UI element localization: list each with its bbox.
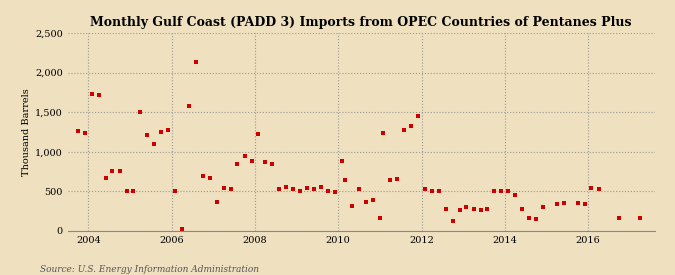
- Point: [475, 207, 486, 212]
- Point: [302, 186, 313, 190]
- Point: [517, 207, 528, 211]
- Point: [163, 127, 173, 132]
- Point: [440, 207, 451, 211]
- Point: [551, 202, 562, 206]
- Point: [315, 185, 326, 189]
- Point: [232, 162, 243, 167]
- Point: [360, 200, 371, 205]
- Point: [135, 110, 146, 114]
- Point: [454, 207, 465, 212]
- Point: [378, 131, 389, 135]
- Point: [468, 207, 479, 211]
- Point: [367, 198, 378, 202]
- Point: [461, 205, 472, 210]
- Point: [503, 188, 514, 193]
- Point: [524, 215, 535, 220]
- Point: [323, 188, 333, 193]
- Point: [385, 178, 396, 183]
- Point: [169, 188, 180, 193]
- Point: [86, 92, 97, 96]
- Point: [510, 193, 520, 197]
- Point: [288, 187, 298, 191]
- Point: [354, 187, 364, 191]
- Point: [156, 130, 167, 134]
- Point: [558, 201, 569, 205]
- Point: [572, 201, 583, 205]
- Point: [198, 173, 209, 178]
- Point: [346, 204, 357, 208]
- Point: [101, 176, 111, 180]
- Point: [448, 219, 458, 223]
- Y-axis label: Thousand Barrels: Thousand Barrels: [22, 88, 31, 176]
- Point: [142, 133, 153, 138]
- Point: [253, 131, 264, 136]
- Point: [190, 60, 201, 65]
- Point: [634, 215, 645, 220]
- Point: [392, 177, 403, 181]
- Text: Source: U.S. Energy Information Administration: Source: U.S. Energy Information Administ…: [40, 265, 259, 274]
- Point: [336, 159, 347, 164]
- Point: [593, 187, 604, 191]
- Point: [59, 167, 70, 171]
- Point: [427, 188, 437, 193]
- Point: [225, 187, 236, 191]
- Point: [72, 129, 83, 133]
- Point: [273, 187, 284, 191]
- Point: [538, 205, 549, 210]
- Point: [433, 188, 444, 193]
- Point: [239, 153, 250, 158]
- Point: [52, 165, 63, 169]
- Point: [413, 114, 424, 118]
- Point: [308, 187, 319, 191]
- Point: [329, 190, 340, 194]
- Point: [482, 207, 493, 211]
- Point: [93, 93, 104, 97]
- Point: [531, 217, 541, 221]
- Title: Monthly Gulf Coast (PADD 3) Imports from OPEC Countries of Pentanes Plus: Monthly Gulf Coast (PADD 3) Imports from…: [90, 16, 632, 29]
- Point: [107, 169, 118, 173]
- Point: [128, 188, 138, 193]
- Point: [406, 124, 416, 129]
- Point: [211, 199, 222, 204]
- Point: [267, 161, 278, 166]
- Point: [184, 104, 194, 108]
- Point: [80, 131, 90, 135]
- Point: [260, 160, 271, 164]
- Point: [218, 186, 229, 190]
- Point: [340, 178, 351, 183]
- Point: [246, 158, 257, 163]
- Point: [399, 128, 410, 133]
- Point: [122, 188, 132, 193]
- Point: [177, 226, 188, 231]
- Point: [114, 169, 125, 173]
- Point: [281, 185, 292, 189]
- Point: [419, 187, 430, 191]
- Point: [496, 188, 507, 193]
- Point: [489, 188, 500, 193]
- Point: [586, 186, 597, 190]
- Point: [375, 215, 385, 220]
- Point: [614, 215, 625, 220]
- Point: [148, 142, 159, 146]
- Point: [294, 188, 305, 193]
- Point: [205, 176, 215, 180]
- Point: [579, 202, 590, 206]
